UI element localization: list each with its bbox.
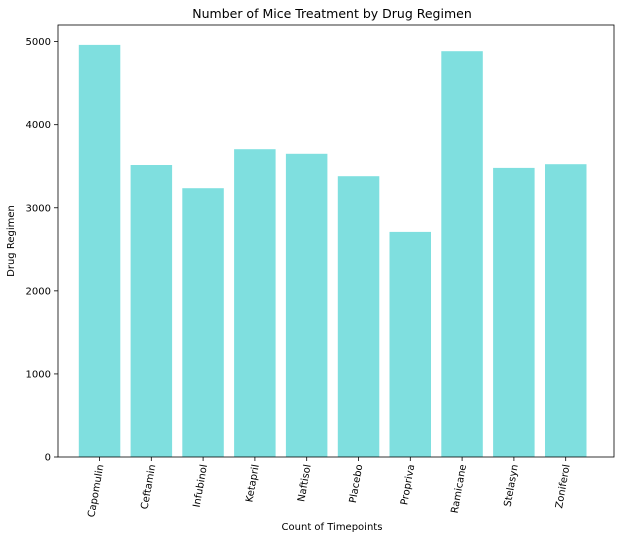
bar-propriva — [389, 231, 431, 457]
x-tick-label: Ramicane — [450, 464, 469, 515]
x-tick-label: Zoniferol — [554, 464, 573, 510]
bar-ketapril — [234, 149, 276, 457]
x-tick-label: Ketapril — [244, 464, 261, 504]
y-tick-label: 0 — [45, 453, 51, 464]
bars-group — [78, 44, 587, 458]
bar-infubinol — [182, 188, 224, 457]
chart-title: Number of Mice Treatment by Drug Regimen — [192, 6, 472, 21]
bar-ceftamin — [130, 165, 173, 457]
x-tick-label: Placebo — [348, 464, 366, 504]
bar-placebo — [337, 176, 380, 457]
x-axis: Capomulin Ceftamin Infubinol Ketapril Naftis… — [86, 457, 573, 519]
y-tick-label: 2000 — [26, 286, 51, 297]
y-axis-label: Drug Regimen — [6, 205, 17, 277]
bar-naftisol — [285, 153, 328, 458]
x-tick-label: Naftisol — [296, 464, 313, 503]
y-tick-label: 5000 — [26, 37, 51, 48]
bar-zoniferol — [545, 164, 587, 457]
plot-area-frame — [57, 24, 615, 458]
y-axis: 0 1000 2000 3000 4000 5000 — [26, 37, 58, 464]
x-axis-label: Count of Timepoints — [282, 522, 383, 533]
bar-ramicane — [441, 51, 483, 457]
bar-capomulin — [78, 44, 121, 458]
x-tick-label: Infubinol — [192, 464, 210, 509]
x-tick-label: Propriva — [399, 464, 417, 506]
bar-stelasyn — [493, 167, 535, 457]
x-tick-label: Ceftamin — [140, 464, 159, 511]
y-tick-label: 3000 — [26, 203, 51, 214]
y-tick-label: 4000 — [26, 120, 51, 131]
x-tick-label: Capomulin — [86, 464, 106, 519]
y-tick-label: 1000 — [26, 369, 51, 380]
x-tick-label: Stelasyn — [503, 464, 521, 508]
